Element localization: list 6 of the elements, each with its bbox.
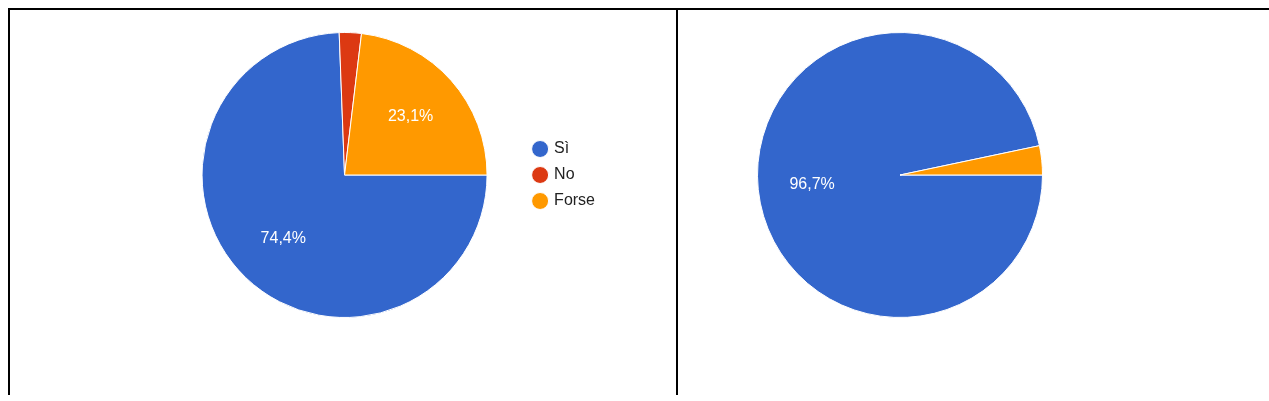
legend-label: Forse [554,191,596,209]
legend-label: Sì [554,139,570,157]
data-label: 23,1% [387,106,434,124]
data-label: 74,4% [260,229,306,247]
legend-label: No [554,165,575,183]
data-label: 96,7% [789,174,835,192]
